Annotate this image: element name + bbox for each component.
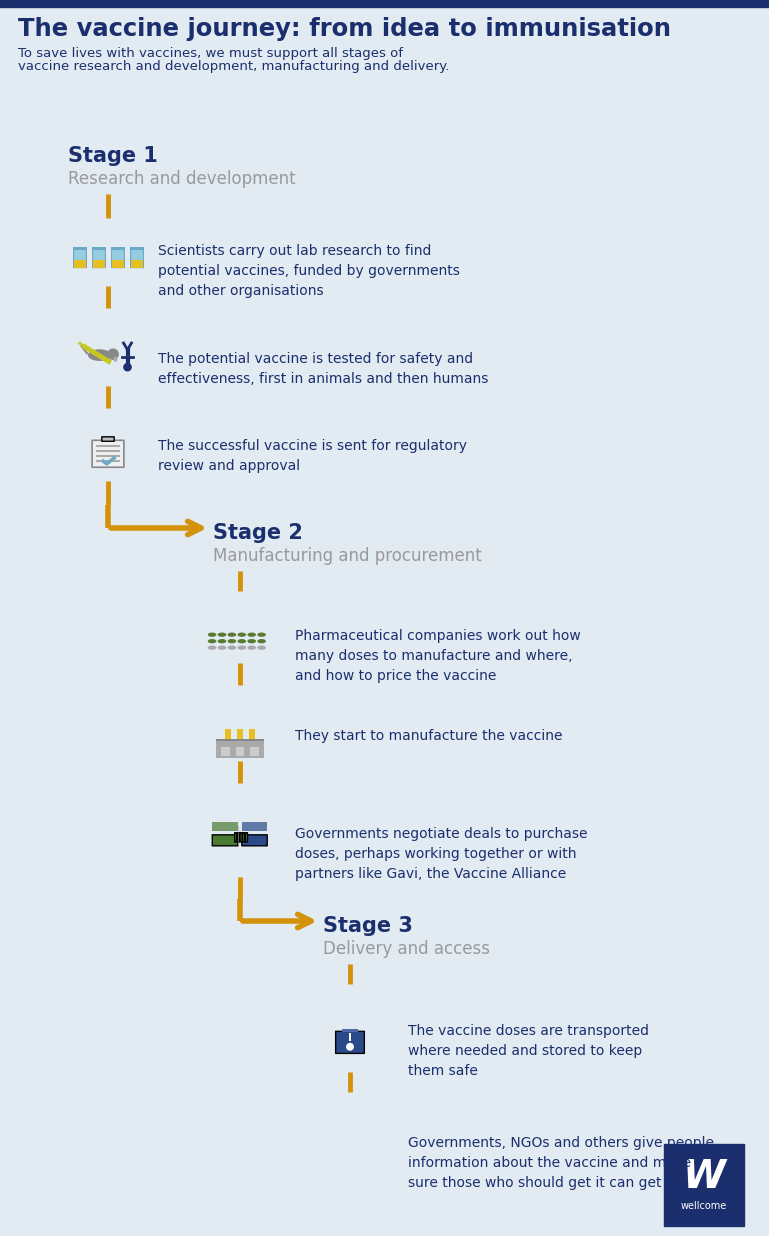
FancyBboxPatch shape — [245, 833, 248, 842]
Bar — [235, 747, 245, 755]
Bar — [111, 247, 125, 251]
FancyBboxPatch shape — [212, 834, 238, 845]
Bar — [73, 247, 87, 251]
Text: Scientists carry out lab research to find
potential vaccines, funded by governme: Scientists carry out lab research to fin… — [158, 243, 460, 298]
Ellipse shape — [238, 645, 246, 650]
FancyBboxPatch shape — [92, 440, 124, 467]
Bar — [249, 729, 255, 742]
Text: Stage 1: Stage 1 — [68, 146, 158, 166]
Ellipse shape — [258, 633, 266, 637]
Text: The potential vaccine is tested for safety and
effectiveness, first in animals a: The potential vaccine is tested for safe… — [158, 352, 488, 386]
Polygon shape — [348, 1153, 358, 1158]
FancyBboxPatch shape — [102, 436, 114, 441]
Text: They start to manufacture the vaccine: They start to manufacture the vaccine — [295, 729, 562, 743]
Text: Research and development: Research and development — [68, 171, 295, 188]
Bar — [112, 260, 124, 268]
Text: Stage 2: Stage 2 — [213, 523, 303, 543]
Text: To save lives with vaccines, we must support all stages of: To save lives with vaccines, we must sup… — [18, 47, 403, 61]
Bar — [212, 822, 238, 831]
Ellipse shape — [88, 350, 112, 361]
Bar — [130, 247, 145, 251]
Ellipse shape — [228, 645, 236, 650]
Text: The successful vaccine is sent for regulatory
review and approval: The successful vaccine is sent for regul… — [158, 439, 467, 473]
Ellipse shape — [208, 633, 216, 637]
Circle shape — [123, 363, 131, 372]
FancyBboxPatch shape — [131, 250, 144, 268]
Ellipse shape — [114, 357, 118, 362]
FancyBboxPatch shape — [243, 833, 245, 842]
Ellipse shape — [248, 645, 256, 650]
Bar — [237, 729, 243, 742]
Bar — [216, 739, 265, 759]
Text: Stage 3: Stage 3 — [323, 916, 413, 936]
Ellipse shape — [218, 645, 226, 650]
FancyBboxPatch shape — [74, 250, 86, 268]
Bar — [225, 729, 231, 742]
Ellipse shape — [238, 633, 246, 637]
FancyBboxPatch shape — [238, 833, 239, 842]
Ellipse shape — [228, 639, 236, 644]
Text: Governments negotiate deals to purchase
doses, perhaps working together or with
: Governments negotiate deals to purchase … — [295, 827, 588, 881]
FancyBboxPatch shape — [337, 1152, 347, 1162]
Circle shape — [108, 349, 119, 360]
FancyBboxPatch shape — [235, 833, 237, 842]
FancyBboxPatch shape — [92, 250, 105, 268]
Bar — [250, 747, 258, 755]
Text: Governments, NGOs and others give people
information about the vaccine and make
: Governments, NGOs and others give people… — [408, 1136, 714, 1190]
Ellipse shape — [258, 639, 266, 644]
Text: Pharmaceutical companies work out how
many doses to manufacture and where,
and h: Pharmaceutical companies work out how ma… — [295, 629, 581, 684]
Bar — [664, 1145, 744, 1226]
Bar — [221, 747, 230, 755]
FancyBboxPatch shape — [241, 834, 267, 845]
Ellipse shape — [208, 639, 216, 644]
Ellipse shape — [228, 633, 236, 637]
Ellipse shape — [238, 639, 246, 644]
Bar — [242, 822, 267, 831]
FancyBboxPatch shape — [334, 1140, 367, 1153]
FancyBboxPatch shape — [335, 1031, 365, 1053]
FancyBboxPatch shape — [354, 1152, 363, 1162]
Bar — [92, 247, 106, 251]
Text: The vaccine doses are transported
where needed and stored to keep
them safe: The vaccine doses are transported where … — [408, 1023, 649, 1078]
Text: W: W — [683, 1158, 725, 1196]
Ellipse shape — [218, 639, 226, 644]
Bar — [131, 260, 143, 268]
Circle shape — [338, 1162, 346, 1170]
Bar — [216, 739, 265, 740]
Circle shape — [346, 1043, 354, 1051]
Ellipse shape — [218, 633, 226, 637]
Ellipse shape — [258, 645, 266, 650]
Ellipse shape — [248, 639, 256, 644]
Text: Delivery and access: Delivery and access — [323, 941, 490, 958]
Text: wellcome: wellcome — [681, 1201, 727, 1211]
Bar — [74, 260, 86, 268]
FancyBboxPatch shape — [240, 833, 242, 842]
Ellipse shape — [248, 633, 256, 637]
Bar — [0, 0, 769, 7]
Ellipse shape — [208, 645, 216, 650]
Bar — [348, 1033, 351, 1041]
Text: Manufacturing and procurement: Manufacturing and procurement — [213, 548, 481, 565]
Bar — [341, 1028, 358, 1032]
FancyBboxPatch shape — [112, 250, 125, 268]
Text: The vaccine journey: from idea to immunisation: The vaccine journey: from idea to immuni… — [18, 17, 671, 41]
Text: vaccine research and development, manufacturing and delivery.: vaccine research and development, manufa… — [18, 61, 449, 73]
Bar — [93, 260, 105, 268]
Circle shape — [354, 1162, 363, 1170]
